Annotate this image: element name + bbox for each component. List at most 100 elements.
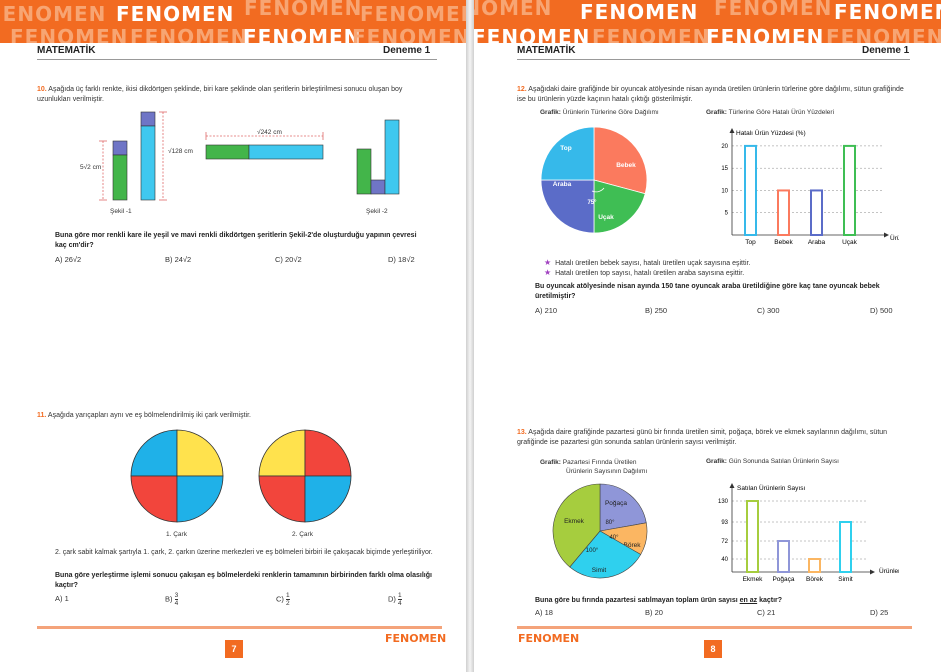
bar-bebek <box>777 189 790 236</box>
y-tick-label: 5 <box>725 211 729 217</box>
y-tick-label: 72 <box>721 539 728 545</box>
q13-bar-chart: 40 72 93 130 Satılan Ürünlerin Sayısı Ürünler… <box>718 483 899 583</box>
q11-number: 11. <box>37 412 47 419</box>
q11-option-a[interactable]: A) 1 <box>55 594 69 603</box>
wheel-2 <box>258 429 352 523</box>
q10-option-a[interactable]: A) 26√2 <box>55 255 82 264</box>
watermark: FENOMEN <box>360 2 466 26</box>
q11-question: Buna göre yerleştirme işlemi sonucu çakı… <box>55 572 432 589</box>
q11-wheels <box>130 429 352 523</box>
x-tick-label: Araba <box>808 239 826 246</box>
watermark: FENOMEN <box>0 2 107 26</box>
wheel-1 <box>130 429 224 523</box>
bar-börek <box>808 558 821 573</box>
q11-option-b[interactable]: B) 3 4 <box>165 592 179 607</box>
pie-slice-uçak <box>593 179 646 234</box>
left-page: FENOMEN FENOMEN FENOMEN FENOMEN FENOMEN … <box>0 0 466 672</box>
q12-stem: Aşağıdaki daire grafiğinde bir oyuncak a… <box>517 86 904 103</box>
bar-poğaça <box>777 540 790 573</box>
fenomen-logo: FENOMEN <box>385 632 447 645</box>
watermark: FENOMEN <box>580 0 699 24</box>
pie-label: Uçak <box>598 214 614 221</box>
pie-label: Bebek <box>616 162 636 169</box>
green-strip <box>112 154 128 201</box>
q12-bullet-1: ★ Hatalı üretilen bebek sayısı, hatalı ü… <box>544 258 751 267</box>
q13-option-d[interactable]: D) 25 <box>870 608 889 617</box>
wheel-2-label: 2. Çark <box>292 531 313 538</box>
x-tick-label: Börek <box>806 576 824 583</box>
x-tick-label: Poğaça <box>772 576 794 583</box>
q11-option-c[interactable]: C) 1 2 <box>276 592 290 607</box>
x-tick-label: Simit <box>838 576 853 583</box>
blue-strip <box>384 119 400 195</box>
q11-description: 2. çark sabit kalmak şartıyla 1. çark, 2… <box>55 549 433 556</box>
test-title: Deneme 1 <box>862 45 910 56</box>
label-5sqrt2: 5√2 cm <box>80 164 102 171</box>
q13-option-c[interactable]: C) 21 <box>757 608 776 617</box>
wheel-1-label: 1. Çark <box>166 531 187 538</box>
pie-slice-top <box>540 126 595 181</box>
q13-option-b[interactable]: B) 20 <box>645 608 663 617</box>
angle-label: 100° <box>586 548 599 554</box>
q12-bar-chart: 5 10 15 20 Hatalı Ürün Yüzdesi (%) Ürün Top Beb… <box>721 128 899 246</box>
purple-square <box>140 111 156 127</box>
x-axis-arrow <box>870 569 875 575</box>
y-axis-label: Hatalı Ürün Yüzdesi (%) <box>736 129 806 137</box>
q13-question: Buna göre bu fırında pazartesi satılmaya… <box>535 597 783 604</box>
q13-stem: Aşağıda daire grafiğinde pazartesi günü … <box>517 429 888 446</box>
pie-slice-ekmek <box>552 483 601 568</box>
green-strip <box>356 148 372 195</box>
q13-emphasis: en az <box>739 597 758 604</box>
purple-square <box>370 179 386 195</box>
pie-slice-simit <box>569 530 642 579</box>
q11-text: 11. Aşağıda yarıçapları aynı ve eş bölme… <box>37 411 432 421</box>
label-sqrt128: √128 cm <box>168 148 193 155</box>
q13-pie-chart: Poğaça Börek Simit Ekmek 80° 40° 100° <box>552 483 648 579</box>
q12-bullet-2: ★ Hatalı üretilen top sayısı, hatalı üre… <box>544 268 745 277</box>
q12-bar-caption: Grafik: Türlerine Göre Hatalı Ürün Yüzde… <box>706 109 835 116</box>
q10-option-d[interactable]: D) 18√2 <box>388 255 415 264</box>
y-tick-label: 93 <box>721 520 728 526</box>
pie-slice-araba <box>540 179 595 234</box>
watermark: FENOMEN <box>714 0 833 20</box>
pie-label: Börek <box>624 542 642 549</box>
q10-option-c[interactable]: C) 20√2 <box>275 255 302 264</box>
y-tick-label: 40 <box>721 557 728 563</box>
y-tick-label: 20 <box>721 144 728 150</box>
q13-text: 13. Aşağıda daire grafiğinde pazartesi g… <box>517 428 912 448</box>
bar-ekmek <box>746 500 759 573</box>
x-axis-label: Ürünler <box>879 567 899 575</box>
star-icon: ★ <box>544 258 552 267</box>
q12-option-c[interactable]: C) 300 <box>757 306 780 315</box>
q11-option-d[interactable]: D) 1 4 <box>388 592 402 607</box>
q11-stem: Aşağıda yarıçapları aynı ve eş bölmelend… <box>47 412 251 419</box>
book-spine <box>466 0 474 672</box>
watermark: FENOMEN <box>244 0 363 20</box>
x-tick-label: Uçak <box>842 239 858 246</box>
q12-option-b[interactable]: B) 250 <box>645 306 668 315</box>
pie-slice-bebek <box>593 126 648 195</box>
pie-label: Poğaça <box>605 500 627 507</box>
q13-pie-caption: Grafik: Pazartesi Fırında Üretilen Ürünl… <box>540 459 648 475</box>
q12-text: 12. Aşağıdaki daire grafiğinde bir oyunc… <box>517 85 912 105</box>
q12-pie-caption: Grafik: Ürünlerin Türlerine Göre Dağılım… <box>540 109 659 116</box>
q13-option-a[interactable]: A) 18 <box>535 608 553 617</box>
watermark: FENOMEN <box>474 0 553 20</box>
x-tick-label: Top <box>745 239 756 246</box>
x-axis-label: Ürün <box>890 234 899 242</box>
fenomen-logo: FENOMEN <box>518 632 580 645</box>
q10-option-b[interactable]: B) 24√2 <box>165 255 192 264</box>
star-icon: ★ <box>544 268 552 277</box>
q10-figures <box>99 111 400 201</box>
blue-strip <box>140 125 156 201</box>
subject-title: MATEMATİK <box>37 45 96 56</box>
page-number: 8 <box>704 640 722 658</box>
q10-stem: Aşağıda üç farklı renkte, ikisi dikdörtg… <box>37 86 403 103</box>
angle-label: 80° <box>605 520 615 526</box>
pie-label: Araba <box>553 181 572 188</box>
pie-slice-poğaça <box>599 483 647 532</box>
q12-question: Bu oyuncak atölyesinde nisan ayında 150 … <box>535 283 880 300</box>
q12-option-d[interactable]: D) 500 <box>870 306 893 315</box>
q12-option-a[interactable]: A) 210 <box>535 306 558 315</box>
y-axis-arrow <box>729 128 735 133</box>
